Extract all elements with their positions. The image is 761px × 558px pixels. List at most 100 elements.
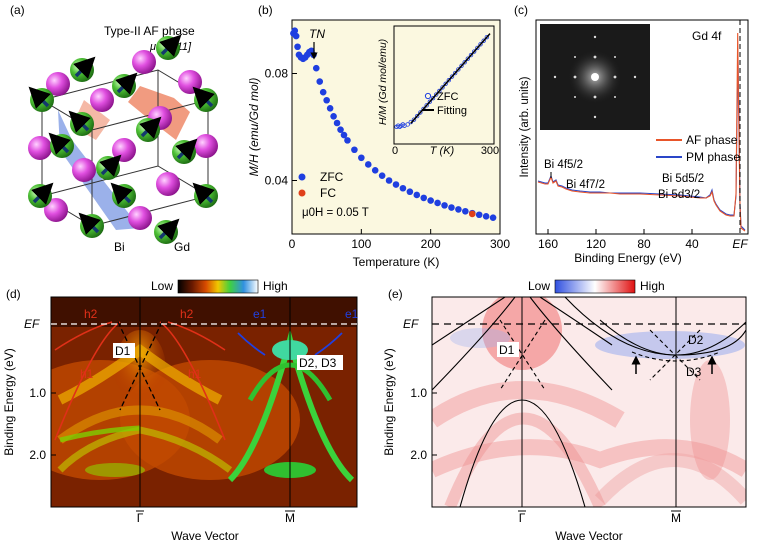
zfc-point [312,64,320,72]
zfc-point [337,126,344,133]
plot-c-xtick-label: 40 [685,237,699,251]
inset-legend-zfc: ZFC [437,91,458,103]
fc-point [468,210,476,218]
inset-legend-fit: Fitting [437,105,467,117]
zfc-point [448,204,455,211]
label-bi4f52: Bi 4f5/2 [544,159,583,171]
xtick-gamma-e: Γ [519,511,526,525]
gd-atom [48,132,74,158]
inset-zfc-point [437,88,442,94]
panel-e-letter: (e) [388,287,403,301]
inset-zfc-point [465,56,471,61]
bi-atom [132,50,156,74]
panel-e: (e) Low High [382,279,747,543]
zfc-point [406,188,414,196]
label-d2-e: D2 [688,333,704,347]
inset-zfc-point [459,63,464,69]
inset-xtick-0: 0 [392,145,398,157]
inset-zfc-point [481,38,486,43]
ytick-label-e-1: 1.0 [410,386,427,400]
zfc-point [475,211,483,219]
dirac-d1-line [117,321,161,411]
inset-zfc-point [475,45,480,51]
panel-a-letter: (a) [10,3,25,17]
zfc-point [489,214,497,221]
zfc-point [378,172,386,179]
plot-c-xlabel: Binding Energy (eV) [574,251,681,265]
band-e1-left [237,332,266,356]
zfc-point [364,161,372,168]
gd-atom [110,182,136,208]
dirac-d3-line-e [649,329,701,381]
panel-b: (b) 0 100 200 300 0.04 0.08 Temperature (K) M… [247,3,510,269]
colorbar-d-low: Low [151,279,173,293]
inset-points [394,34,490,130]
inset-zfc-point [449,74,455,79]
label-bi4f72: Bi 4f7/2 [566,179,605,191]
zfc-point [358,154,365,162]
bi-atom [112,138,136,162]
calc-band [432,297,506,346]
inset-zfc-point [411,117,417,122]
inset-xtick-300: 300 [481,145,499,157]
inset-xlabel: T (K) [430,145,455,157]
xtick-m-e: M [671,511,681,525]
colorbar-e-low: Low [528,279,550,293]
gd-atom [78,212,104,238]
inset-zfc-point [471,49,477,54]
plot-b-xtick-label: 200 [421,237,441,251]
legend-fc-label: FC [320,186,336,200]
colorbar-d-high: High [263,279,288,293]
band-e1-right [314,332,343,356]
zfc-point [434,199,441,207]
ylabel-e: Binding Energy (eV) [382,348,396,455]
inset-zfc-point [430,95,436,101]
zfc-point [399,184,407,192]
plot-e-frame [431,296,747,508]
plot-d-frame [50,296,358,508]
bi-atom [72,158,96,182]
zfc-point [291,27,299,34]
dirac-d1-line [119,321,163,411]
band-label-h2: h2 [180,307,194,321]
zfc-point [294,43,301,51]
inset-zfc-point [433,92,439,97]
ef-label-d: EF [24,317,40,331]
gd-atom [172,138,198,164]
arpes-image [51,297,357,507]
inset-zfc-point [424,103,429,108]
inset-zfc-point [418,110,423,115]
plot-b-points [290,27,497,221]
band-label-e1: e1 [345,307,359,321]
gd-atom [136,116,162,142]
plot-b-ytick-label: 0.08 [265,67,289,81]
ef-label-e: EF [403,317,419,331]
inset-ylabel: H/M (Gd mol/emu) [377,39,389,125]
plot-c-axes: 160 120 80 40 EF [538,229,748,251]
bi-atom [194,134,218,158]
panel-c: (c) Gd 4f Bi 4f5/2 Bi 4f7/2 Bi 5d5/2 Bi … [514,3,749,265]
plot-b-ylabel: M/H (emu/Gd mol) [247,78,261,177]
panel-a: (a) Type-II AF phase μ // [111] [10,3,218,254]
inset-zfc-point [452,70,458,76]
zfc-point [351,146,358,154]
panel-d: (d) Low High [2,279,359,543]
inset-zfc-point [443,81,448,87]
zfc-point [413,191,421,199]
inset-zfc-point [440,85,445,90]
inset-zfc-point [414,113,420,119]
zfc-point [323,96,330,104]
legend-zfc-marker [298,173,306,181]
field-label: μ0H = 0.05 T [302,207,369,219]
inset-legend-zfc-marker [424,92,432,100]
zfc-point [340,131,348,139]
legend-fc-marker [298,189,306,197]
band-label-h1: h1 [188,367,202,381]
plot-c-xtick-label: 160 [538,237,558,251]
plot-b-xlabel: Temperature (K) [353,255,440,269]
xtick-m-d: M [285,511,295,525]
zfc-point [333,119,341,127]
label-d1-e: D1 [499,343,515,357]
label-d2d3-bg [297,355,343,370]
bi-atom [156,172,180,196]
